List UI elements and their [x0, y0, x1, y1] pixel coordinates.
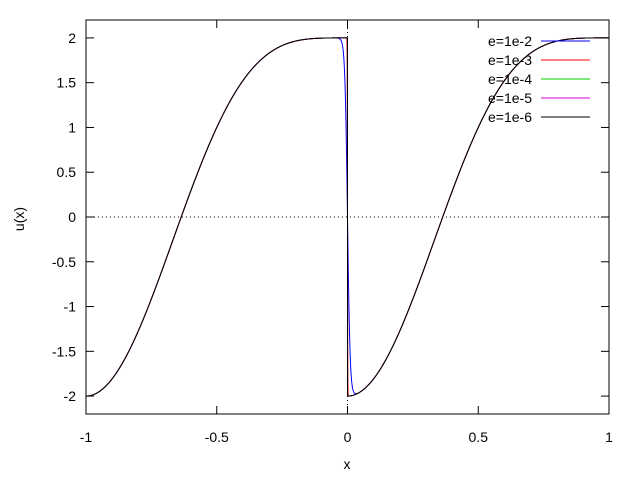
y-tick-label: -1 [64, 299, 77, 315]
legend-label: e=1e-6 [488, 109, 532, 125]
x-axis-label: x [344, 456, 351, 472]
series-group [86, 37, 609, 397]
x-tick-label: 0.5 [469, 429, 489, 445]
y-tick-label: 2 [68, 30, 76, 46]
x-tick-label: 1 [605, 429, 613, 445]
y-tick-label: -2 [64, 388, 77, 404]
tick-labels: -1 -0.5 0 0.5 1 -2 -1.5 -1 -0.5 0 0.5 1 1.5 2 [52, 30, 613, 445]
legend-label: e=1e-5 [488, 90, 532, 106]
ticks [85, 20, 610, 414]
legend-label: e=1e-2 [488, 33, 532, 49]
legend-label: e=1e-4 [488, 71, 532, 87]
y-tick-label: 0 [68, 209, 76, 225]
y-tick-label: 1 [68, 119, 76, 135]
x-tick-label: -1 [80, 429, 93, 445]
y-tick-label: 0.5 [57, 164, 77, 180]
y-tick-label: -0.5 [52, 254, 76, 270]
y-axis-label: u(x) [11, 207, 27, 231]
series-line-5 [86, 37, 609, 397]
y-tick-label: -1.5 [52, 343, 76, 359]
legend: e=1e-2 e=1e-3 e=1e-4 e=1e-5 e=1e-6 [488, 33, 590, 125]
x-tick-label: 0 [344, 429, 352, 445]
y-tick-label: 1.5 [57, 75, 77, 91]
legend-label: e=1e-3 [488, 52, 532, 68]
x-tick-label: -0.5 [205, 429, 229, 445]
